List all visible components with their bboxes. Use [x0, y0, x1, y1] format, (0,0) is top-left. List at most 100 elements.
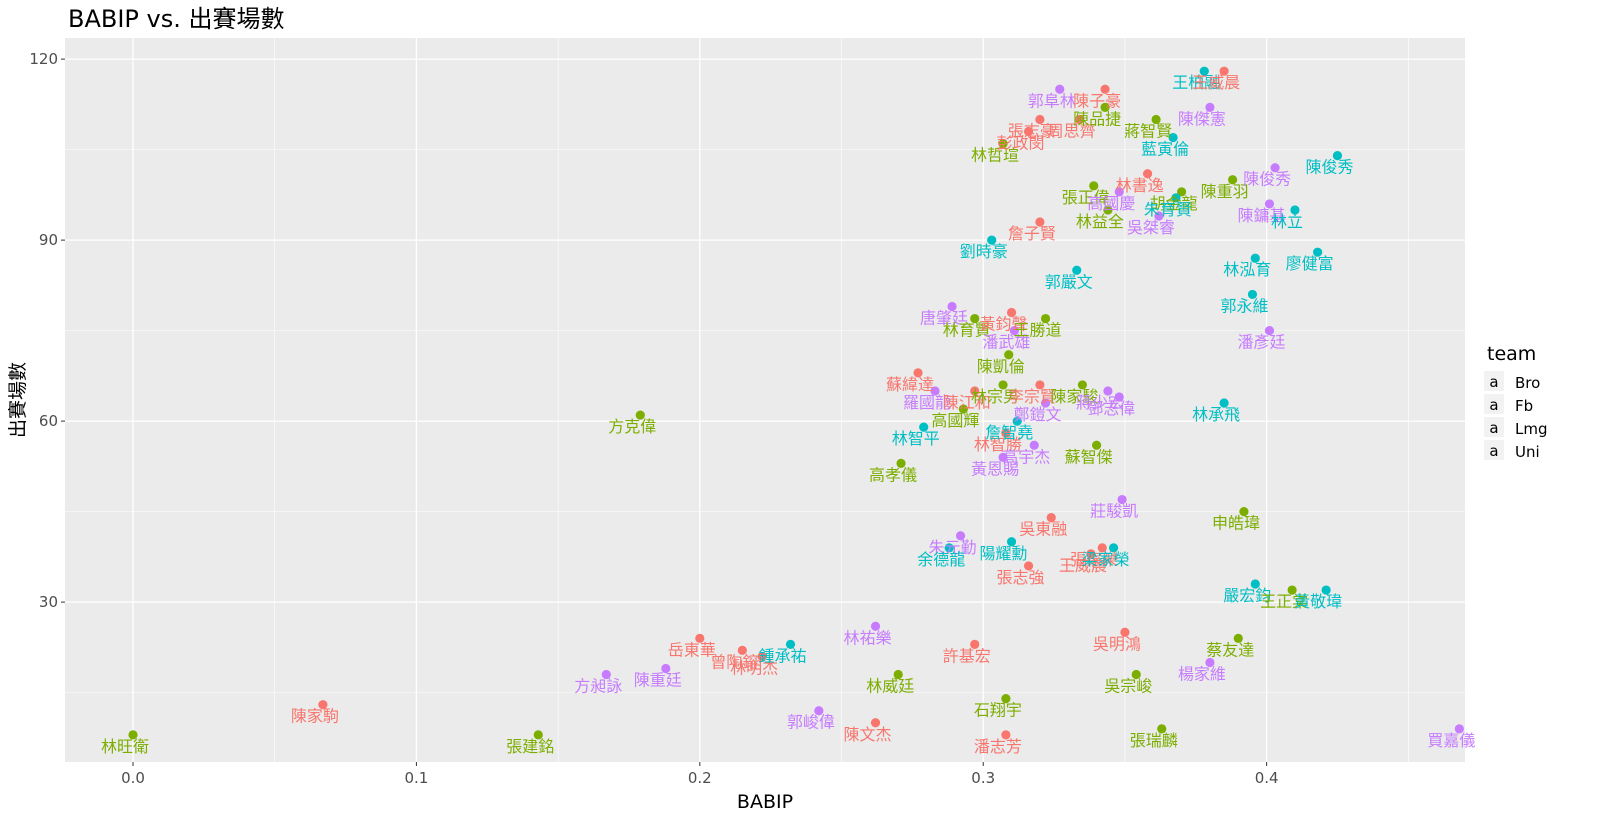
point-label: 高國輝	[931, 411, 979, 430]
x-tick-label: 0.3	[971, 769, 995, 787]
point-label: 張建銘	[506, 737, 554, 756]
data-point	[1001, 730, 1011, 740]
point-label: 林立	[1271, 212, 1303, 231]
data-point	[1120, 627, 1130, 637]
point-label: 陳江和	[943, 393, 991, 412]
data-point	[913, 368, 923, 378]
point-label: 莊駿凱	[1090, 502, 1138, 521]
point-label: 陳子豪	[1073, 91, 1121, 110]
data-point	[601, 669, 611, 680]
data-point	[1454, 724, 1464, 734]
data-point	[1228, 175, 1238, 185]
data-point	[1035, 217, 1045, 227]
data-point	[1287, 585, 1297, 595]
point-label: 蔣智賢	[1124, 121, 1172, 140]
x-tick-label: 0.1	[404, 769, 428, 787]
point-label: 朱育賢	[1144, 200, 1192, 219]
point-label: 楊家維	[1178, 664, 1226, 683]
data-point	[1035, 380, 1045, 390]
point-label: 林承飛	[1192, 405, 1240, 424]
legend-key	[1484, 394, 1504, 414]
point-label: 林祐樂	[844, 628, 892, 647]
data-point	[1131, 669, 1141, 680]
point-label: 黃恩賜	[971, 459, 1019, 478]
data-point	[1205, 102, 1215, 112]
data-point	[958, 404, 968, 414]
data-point	[785, 639, 796, 649]
point-label: 王柏融	[1172, 73, 1220, 92]
data-point	[1117, 494, 1127, 505]
point-label: 陳重廷	[634, 670, 682, 689]
data-point	[1006, 307, 1017, 318]
data-point	[987, 235, 997, 245]
data-point	[1100, 84, 1110, 94]
point-label: 林智平	[892, 429, 940, 448]
data-point	[1250, 253, 1260, 263]
data-point	[1029, 440, 1039, 450]
data-point	[870, 718, 881, 728]
data-point	[1077, 380, 1088, 390]
data-point	[1168, 132, 1178, 143]
data-point	[1004, 350, 1014, 360]
point-label: 彭政閔	[997, 134, 1045, 153]
data-point	[1321, 585, 1331, 595]
point-label: 方克偉	[608, 417, 656, 436]
point-label: 陳文杰	[844, 725, 892, 744]
point-label: 許基宏	[943, 646, 991, 665]
data-point	[1103, 386, 1113, 396]
data-point	[1114, 392, 1124, 402]
data-point	[893, 669, 903, 680]
legend-glyph: a	[1489, 396, 1498, 414]
plot-panel	[65, 38, 1465, 762]
point-label: 蘇緯達	[886, 375, 934, 394]
point-label: 梁家榮	[1082, 550, 1130, 569]
point-label: 郭嚴文	[1045, 272, 1093, 291]
data-point	[1176, 187, 1187, 197]
point-label: 羅國龍	[903, 393, 951, 412]
data-point	[1074, 114, 1085, 125]
point-label: 藍寅倫	[1141, 140, 1189, 159]
legend-label: Bro	[1515, 374, 1540, 392]
point-label: 郭峻偉	[787, 713, 835, 732]
data-point	[1086, 549, 1096, 559]
point-label: 周思齊	[1048, 121, 1096, 140]
data-point	[1001, 428, 1011, 438]
point-label: 陳俊秀	[1243, 170, 1291, 189]
point-label: 郭永維	[1220, 296, 1268, 315]
point-label: 陳鏞基	[1237, 206, 1285, 225]
point-label: 買嘉儀	[1427, 731, 1475, 750]
point-label: 鄭鎧文	[1014, 405, 1062, 424]
point-label: 王勝道	[1014, 321, 1062, 340]
data-point	[1072, 265, 1082, 275]
legend-key	[1484, 371, 1504, 391]
data-point	[128, 730, 138, 740]
data-point	[1040, 313, 1051, 324]
point-label: 林宗男	[971, 387, 1019, 406]
point-label: 林智勝	[974, 435, 1022, 454]
point-label: 陳俊秀	[1305, 158, 1353, 177]
point-label: 張瑞麟	[1130, 731, 1178, 750]
point-label: 劉時豪	[960, 242, 1008, 261]
point-label: 吳明鴻	[1093, 634, 1141, 653]
point-label: 陳凱倫	[977, 357, 1025, 376]
data-point	[998, 380, 1008, 390]
point-label: 唐肇廷	[920, 308, 968, 327]
data-point	[1151, 114, 1161, 125]
data-point	[1154, 211, 1164, 221]
point-label: 吳桀睿	[1127, 218, 1175, 237]
chart-title: BABIP vs. 出賽場數	[68, 5, 285, 33]
data-point	[1103, 205, 1113, 215]
point-label: 潘武雄	[982, 333, 1030, 352]
point-label: 陳品捷	[1073, 109, 1121, 128]
data-point	[1055, 84, 1065, 94]
point-label: 張家樂	[1070, 550, 1118, 569]
x-tick-label: 0.2	[688, 769, 712, 787]
point-label: 詹子賢	[1008, 224, 1056, 243]
data-point	[1023, 126, 1034, 137]
data-point	[1023, 561, 1034, 571]
point-label: 林旺衛	[101, 737, 149, 756]
y-axis: 30 60 90 120	[29, 50, 65, 611]
data-point	[930, 386, 940, 396]
point-label: 詹智堯	[985, 423, 1033, 442]
